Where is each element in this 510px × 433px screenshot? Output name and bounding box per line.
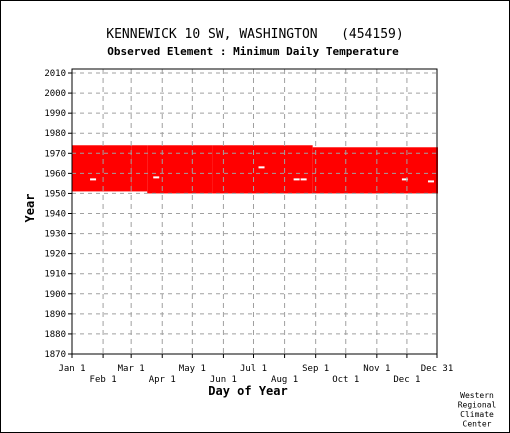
missing-data-mark [153,176,160,179]
missing-data-mark [427,180,434,183]
missing-data-mark [401,178,408,181]
x-tick-label: Oct 1 [332,375,359,385]
data-layer [72,145,439,194]
data-block [131,145,148,192]
x-tick-label: Aug 1 [271,375,298,385]
x-tick-label: Jul 1 [240,364,267,374]
y-tick-label: 1890 [44,310,66,320]
y-axis-label: Year [23,194,37,223]
y-tick-label: 1980 [44,129,66,139]
tick-layer: 1870 1880 1890 1900 1910 1920 1930 1940 1950 1960… [44,69,453,385]
y-tick-label: 1910 [44,270,66,280]
missing-data-mark [90,178,97,181]
y-tick-label: 1940 [44,210,66,220]
x-tick-label: Dec 31 [421,364,454,374]
x-axis-label: Day of Year [208,384,287,398]
credit-line: Center [463,420,492,429]
x-tick-label: Sep 1 [302,364,329,374]
x-tick-label: Jan 1 [58,364,85,374]
y-tick-label: 1920 [44,250,66,260]
chart-subtitle: Observed Element : Minimum Daily Tempera… [107,45,399,58]
x-tick-label: Nov 1 [363,364,390,374]
x-tick-label: Dec 1 [393,375,420,385]
missing-data-mark [293,178,300,181]
x-tick-label: May 1 [179,364,206,374]
y-tick-label: 1990 [44,109,66,119]
x-tick-label: Mar 1 [118,364,145,374]
x-tick-label: Feb 1 [90,375,117,385]
data-block [312,147,439,194]
credit-line: Western [460,391,494,400]
y-tick-label: 1960 [44,169,66,179]
x-tick-label: Jun 1 [210,375,237,385]
y-tick-label: 1970 [44,149,66,159]
y-tick-label: 1950 [44,189,66,199]
credit-line: Climate [460,410,494,419]
y-tick-label: 1870 [44,350,66,360]
y-tick-label: 2000 [44,89,66,99]
chart-title: KENNEWICK 10 SW, WASHINGTON (454159) [106,27,403,42]
y-tick-label: 2010 [44,69,66,79]
plot-area [71,68,438,355]
y-tick-label: 1930 [44,230,66,240]
data-block [72,145,132,192]
credit-line: Regional [458,401,497,410]
y-tick-label: 1880 [44,330,66,340]
missing-data-mark [258,166,265,169]
grid-layer [72,69,437,355]
y-tick-label: 1900 [44,290,66,300]
data-block [212,145,313,194]
data-block [147,145,213,194]
x-tick-label: Apr 1 [149,375,176,385]
missing-data-mark [300,178,307,181]
